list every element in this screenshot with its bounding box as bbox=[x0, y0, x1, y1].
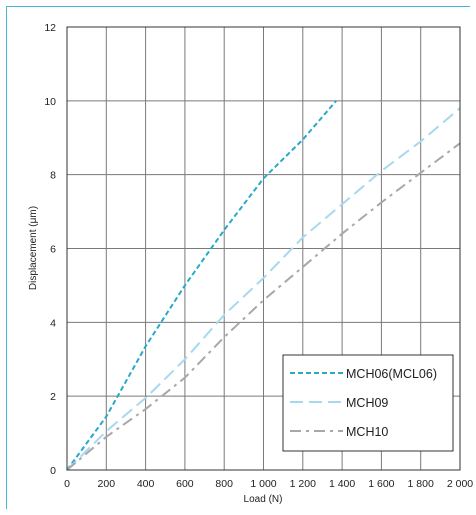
x-tick-label: 1 400 bbox=[329, 478, 355, 490]
x-tick-label: 200 bbox=[98, 478, 116, 490]
y-tick-label: 10 bbox=[44, 96, 56, 108]
tick-labels: 0 200 400 600 800 1 000 1 200 1 400 1 600 1 800 2 … bbox=[44, 22, 473, 490]
y-axis-label: Displacement (μm) bbox=[28, 206, 39, 290]
x-tick-label: 800 bbox=[215, 478, 233, 490]
x-axis-label: Load (N) bbox=[244, 494, 283, 505]
legend-label: MCH09 bbox=[346, 396, 388, 410]
legend-label: MCH10 bbox=[346, 425, 388, 439]
x-tick-label: 0 bbox=[64, 478, 70, 490]
legend: MCH06(MCL06) MCH09 MCH10 bbox=[282, 354, 454, 452]
x-tick-label: 1 200 bbox=[290, 478, 316, 490]
x-tick-label: 2 000 bbox=[447, 478, 473, 490]
x-tick-label: 1 000 bbox=[250, 478, 276, 490]
chart-frame bbox=[6, 6, 470, 509]
series-lines bbox=[66, 100, 461, 471]
x-tick-label: 1 800 bbox=[408, 478, 434, 490]
plot-border bbox=[66, 26, 461, 471]
series-line-mch09 bbox=[66, 107, 461, 471]
y-tick-label: 6 bbox=[50, 244, 56, 256]
x-tick-label: 400 bbox=[137, 478, 155, 490]
y-tick-label: 8 bbox=[50, 170, 56, 182]
x-tick-label: 1 600 bbox=[368, 478, 394, 490]
y-tick-label: 2 bbox=[50, 391, 56, 403]
x-tick-label: 600 bbox=[176, 478, 194, 490]
y-tick-label: 0 bbox=[50, 465, 56, 477]
legend-label: MCH06(MCL06) bbox=[346, 367, 437, 381]
y-tick-label: 12 bbox=[44, 22, 56, 34]
y-tick-label: 4 bbox=[50, 317, 56, 329]
